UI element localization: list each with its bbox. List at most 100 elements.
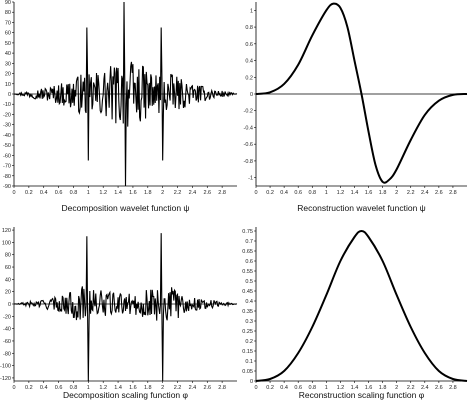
y-tick-label: -10 [3,102,11,108]
x-tick-label: 2 [161,190,164,196]
y-tick-label: -120 [0,376,11,382]
x-tick-label: 0 [12,190,15,196]
y-tick-label: -1 [248,176,253,182]
x-tick-label: 2.8 [449,190,457,196]
x-tick-label: 0.2 [25,385,33,391]
series-line [13,1,238,187]
x-tick-label: 0.8 [308,190,316,196]
y-tick-label: -0.2 [244,109,253,115]
y-tick-label: 0.55 [242,269,253,275]
y-tick-label: 0.25 [242,329,253,335]
x-tick-label: 2.4 [421,190,429,196]
x-tick-label: 0.2 [266,190,274,196]
y-tick-label: 0 [8,92,11,98]
y-tick-label: 0.2 [245,75,253,81]
x-tick-label: 0 [254,190,257,196]
x-tick-label: 0.6 [55,190,63,196]
y-tick-label: 100 [2,240,11,246]
y-tick-label: 0.8 [245,25,253,31]
y-tick-label: 20 [5,72,11,78]
y-tick-label: 70 [5,20,11,26]
y-tick-label: -0.4 [244,125,253,131]
panel-caption: Decomposition wavelet function ψ [62,203,190,213]
y-tick-label: 0.45 [242,289,253,295]
y-tick-label: 0.5 [245,279,253,285]
y-tick-label: 0.6 [245,42,253,48]
y-tick-label: -90 [3,184,11,190]
y-tick-label: 0.1 [245,359,253,365]
x-tick-label: 2.6 [203,385,211,391]
x-tick-label: 0.4 [280,190,288,196]
y-tick-label: -0.6 [244,142,253,148]
y-tick-label: -80 [3,174,11,180]
x-tick-label: 0 [12,385,15,391]
x-tick-label: 0.8 [308,385,316,391]
y-tick-label: -0.8 [244,159,253,165]
x-tick-label: 1 [325,190,328,196]
y-tick-label: 1 [250,8,253,14]
x-tick-label: 1.2 [337,385,345,391]
panel-caption: Decomposition scaling function φ [63,390,189,400]
y-tick-label: 0.7 [245,239,253,245]
x-tick-label: 2.2 [174,190,182,196]
y-tick-label: 60 [5,31,11,37]
series-line [255,229,468,382]
y-tick-label: -30 [3,123,11,129]
x-tick-label: 2.8 [218,385,226,391]
x-tick-label: 0.2 [266,385,274,391]
x-tick-label: 2.8 [449,385,457,391]
x-tick-label: 1.6 [365,385,373,391]
x-tick-label: 2.6 [435,385,443,391]
y-tick-label: 0 [250,379,253,385]
series-line [13,233,238,382]
reconstruction-scaling-panel: 0.75 0.7 0.65 0.6 0.55 0.5 0.45 0.4 0.35 0.3 0.25 0… [242,227,468,400]
x-tick-label: 2.4 [189,385,197,391]
y-tick-label: 90 [5,0,11,6]
y-tick-label: 0.6 [245,259,253,265]
x-tick-label: 1.8 [379,385,387,391]
y-tick-label: 30 [5,61,11,67]
y-tick-label: -70 [3,164,11,170]
y-tick-label: 80 [5,253,11,259]
y-tick-label: -50 [3,143,11,149]
x-tick-label: 2 [161,385,164,391]
x-tick-label: 1.4 [114,385,122,391]
x-tick-label: 2.2 [174,385,182,391]
x-tick-label: 0.6 [294,385,302,391]
y-tick-label: 40 [5,51,11,57]
reconstruction-wavelet-panel: 1 0.8 0.6 0.4 0.2 0 -0.2 -0.4 -0.6 -0.8 -1 0 0.2 0.4 0… [244,2,468,213]
x-tick-label: 0.6 [55,385,63,391]
x-tick-label: 1.4 [351,385,359,391]
x-tick-label: 0.8 [70,190,78,196]
y-tick-label: 0.35 [242,309,253,315]
y-tick-label: 0.4 [245,59,253,65]
y-tick-label: 10 [5,82,11,88]
series-line [255,2,468,184]
y-tick-label: 50 [5,41,11,47]
x-tick-label: 1.6 [129,385,137,391]
y-tick-label: 0.2 [245,339,253,345]
x-tick-label: 2 [395,190,398,196]
x-tick-label: 1.8 [379,190,387,196]
x-tick-label: 1 [87,385,90,391]
x-tick-label: 0 [254,385,257,391]
x-tick-label: 0.4 [40,190,48,196]
x-tick-label: 2.2 [407,190,415,196]
x-tick-label: 2.6 [435,190,443,196]
y-tick-label: 0.4 [245,299,253,305]
x-tick-label: 2.8 [218,190,226,196]
y-tick-label: 0.15 [242,349,253,355]
x-tick-label: 0.4 [280,385,288,391]
x-tick-label: 1.8 [144,385,152,391]
y-tick-label: -40 [3,327,11,333]
y-tick-label: 0.65 [242,249,253,255]
y-tick-label: 0.3 [245,319,253,325]
x-tick-label: 2.6 [203,190,211,196]
y-tick-label: 40 [5,277,11,283]
x-tick-label: 1 [87,190,90,196]
x-tick-label: 1.2 [99,385,107,391]
x-tick-label: 0.6 [294,190,302,196]
y-tick-label: 0 [8,302,11,308]
x-tick-label: 2.4 [189,190,197,196]
